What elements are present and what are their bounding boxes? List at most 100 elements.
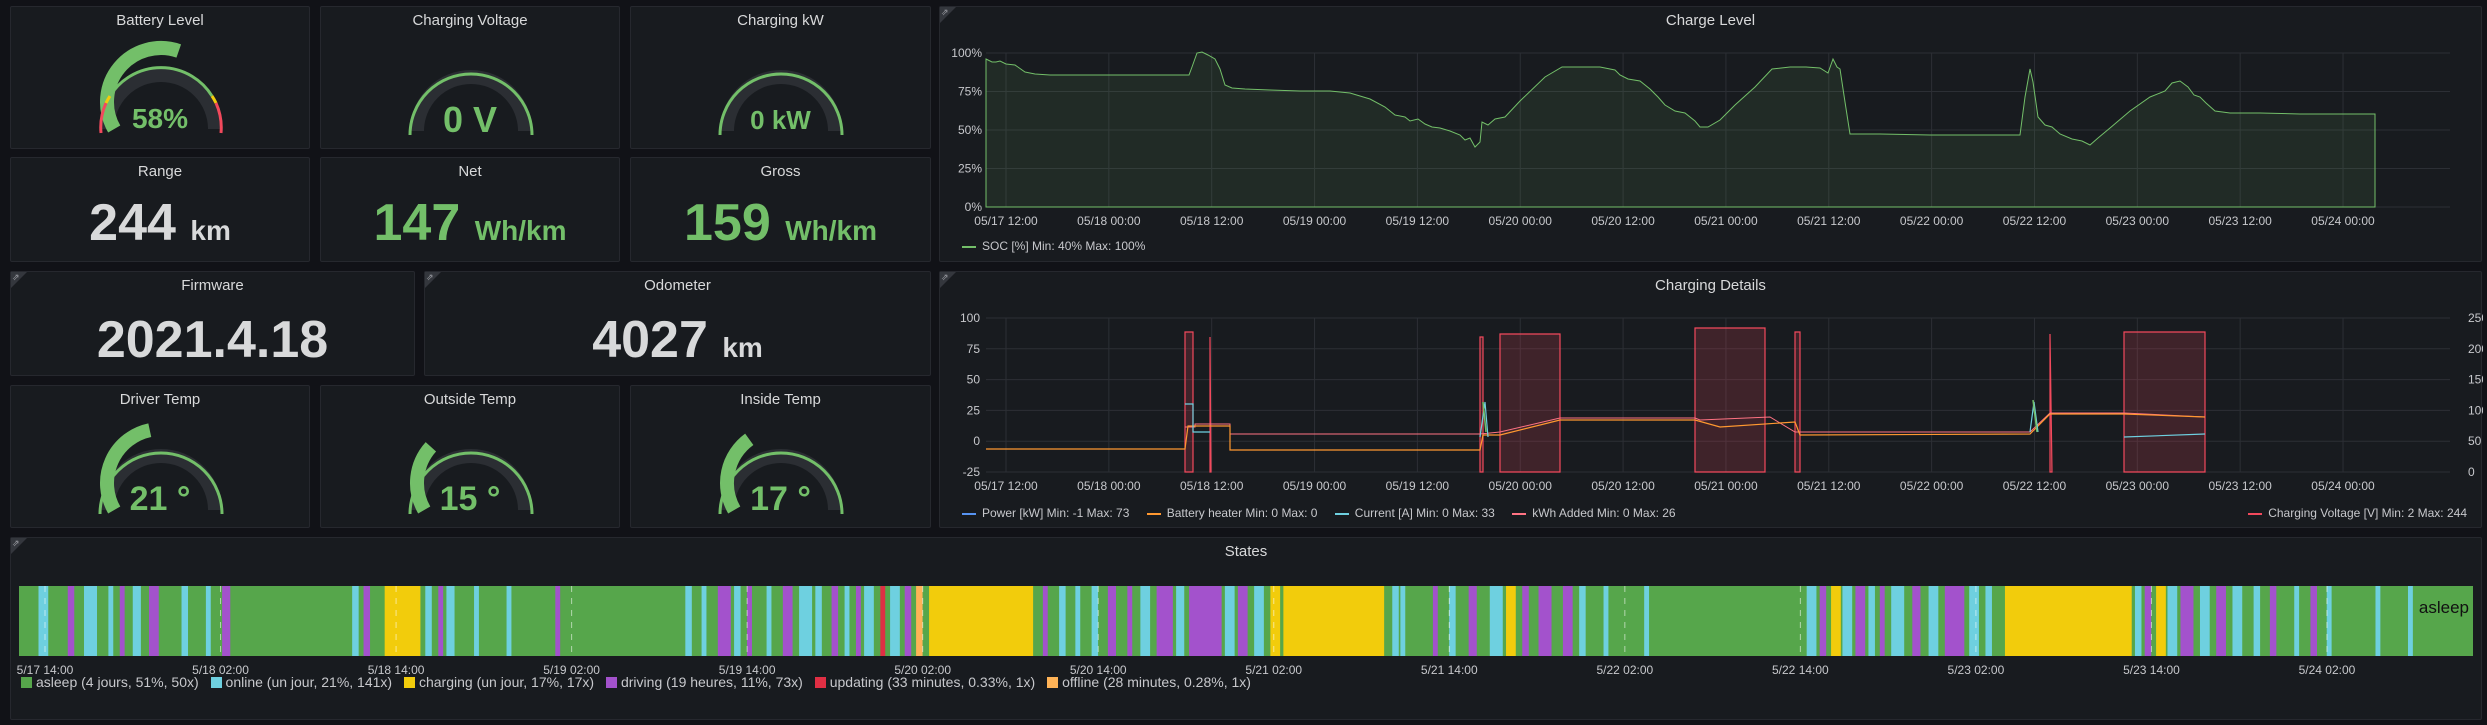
state-segment: [1432, 586, 1438, 656]
state-segment: [1254, 586, 1264, 656]
state-segment: [446, 586, 455, 656]
x-tick-label: 5/21 02:00: [1245, 663, 1302, 677]
panel-link-icon[interactable]: ⇗: [940, 272, 956, 288]
voltage-value: 0 V: [442, 99, 498, 140]
battery-gauge: [99, 41, 223, 134]
state-segment: [1891, 586, 1905, 656]
battery-value: 58%: [131, 103, 189, 134]
legend-current[interactable]: Current [A] Min: 0 Max: 33: [1354, 506, 1495, 520]
y-left-tick-label: 25: [967, 403, 981, 417]
state-segment: [929, 586, 1034, 656]
state-segment: [717, 586, 731, 656]
state-segment: [1283, 586, 1385, 656]
legend-kwh-added[interactable]: kWh Added Min: 0 Max: 26: [1532, 506, 1676, 520]
state-segment: [1928, 586, 1939, 656]
gross-panel: Gross 159 Wh/km: [630, 157, 931, 262]
state-segment: [425, 586, 432, 656]
state-segment: [2216, 586, 2226, 656]
x-tick-label: 05/21 12:00: [1797, 214, 1861, 228]
state-segment: [2253, 586, 2261, 656]
soc-legend[interactable]: SOC [%] Min: 40% Max: 100%: [962, 239, 1145, 253]
state-segment: [2232, 586, 2243, 656]
kw-gauge: [718, 70, 844, 136]
panel-link-icon[interactable]: ⇗: [11, 538, 27, 554]
panel-link-icon[interactable]: ⇗: [11, 272, 27, 288]
x-tick-label: 05/24 00:00: [2311, 214, 2375, 228]
state-segment: [84, 586, 98, 656]
driver-temp-gauge-fill: [100, 423, 152, 514]
state-segment: [38, 586, 49, 656]
panel-title: Odometer: [644, 277, 711, 294]
state-segment: [1868, 586, 1875, 656]
legend-online[interactable]: online (un jour, 21%, 141x): [210, 674, 392, 690]
state-segment: [799, 586, 813, 656]
x-tick-label: 05/23 00:00: [2106, 479, 2170, 493]
y-left-tick-label: 100: [960, 311, 980, 325]
state-segment: [1969, 586, 1979, 656]
x-tick-label: 5/18 14:00: [368, 663, 425, 677]
legend-charging[interactable]: charging (un jour, 17%, 17x): [403, 674, 594, 690]
state-segment: [1468, 586, 1477, 656]
legend-charging-voltage[interactable]: Charging Voltage [V] Min: 2 Max: 244: [2248, 506, 2467, 520]
inside-temp-panel: Inside Temp 17 °: [630, 385, 931, 528]
states-legend: asleep (4 jours, 51%, 50x) online (un jo…: [21, 674, 1251, 690]
panel-link-icon[interactable]: ⇗: [425, 272, 441, 288]
legend-battery-heater[interactable]: Battery heater Min: 0 Max: 0: [1166, 506, 1318, 520]
state-segment: [1912, 586, 1921, 656]
x-tick-label: 05/20 12:00: [1591, 479, 1655, 493]
y-tick-label: 50%: [958, 123, 982, 137]
x-tick-label: 5/21 14:00: [1421, 663, 1478, 677]
net-value: 147: [373, 194, 461, 252]
legend-power[interactable]: Power [kW] Min: -1 Max: 73: [982, 506, 1130, 520]
legend-updating[interactable]: updating (33 minutes, 0.33%, 1x): [814, 674, 1035, 690]
state-segment: [831, 586, 839, 656]
state-segment: [1156, 586, 1173, 656]
state-segment: [1224, 586, 1235, 656]
y-right-tick-label: 100: [2468, 403, 2483, 417]
legend-offline[interactable]: offline (28 minutes, 0.28%, 1x): [1047, 674, 1251, 690]
panel-title: Charging kW: [737, 12, 824, 29]
soc-series: [985, 51, 2376, 208]
states-timeline: 5/17 14:00 5/18 02:00 5/18 14:00 5/19 02:00…: [17, 586, 2473, 677]
x-tick-label: 05/17 12:00: [974, 479, 1038, 493]
x-tick-label: 05/23 12:00: [2208, 214, 2272, 228]
state-segment: [1400, 586, 1406, 656]
x-tick-label: 5/22 02:00: [1596, 663, 1653, 677]
state-segment: [1644, 586, 1650, 656]
x-tick-label: 05/18 00:00: [1077, 214, 1141, 228]
state-segment: [1538, 586, 1552, 656]
state-segment: [67, 586, 75, 656]
state-segment: [1944, 586, 1965, 656]
legend-driving[interactable]: driving (19 heures, 11%, 73x): [605, 674, 803, 690]
legend-asleep[interactable]: asleep (4 jours, 51%, 50x): [21, 674, 199, 690]
outside-temp-value: 15 °: [439, 480, 501, 518]
panel-title: Net: [458, 163, 482, 180]
state-segment: [1806, 586, 1817, 656]
inside-temp-value: 17 °: [750, 480, 811, 518]
x-tick-label: 05/19 00:00: [1283, 214, 1347, 228]
x-tick-label: 05/22 12:00: [2003, 479, 2067, 493]
x-tick-label: 05/19 12:00: [1386, 214, 1450, 228]
panel-link-icon[interactable]: ⇗: [940, 7, 956, 23]
state-segment: [2294, 586, 2300, 656]
y-right-tick-label: 150: [2468, 373, 2483, 387]
state-segment: [1270, 586, 1281, 656]
state-segment: [438, 586, 444, 656]
state-segment: [2326, 586, 2332, 656]
x-tick-label: 5/17 14:00: [17, 663, 74, 677]
panel-title: Gross: [760, 163, 801, 180]
state-segment: [1985, 586, 1992, 656]
range-value: 244: [89, 194, 176, 252]
state-segment: [2156, 586, 2166, 656]
y-tick-label: 25%: [958, 162, 982, 176]
state-segment: [855, 586, 861, 656]
y-right-tick-label: 0: [2468, 465, 2475, 479]
state-segment: [1506, 586, 1516, 656]
x-tick-label: 05/22 00:00: [1900, 214, 1964, 228]
state-segment: [864, 586, 874, 656]
x-tick-label: 5/18 02:00: [192, 663, 249, 677]
power-series: [1482, 399, 2038, 433]
state-segment: [734, 586, 741, 656]
